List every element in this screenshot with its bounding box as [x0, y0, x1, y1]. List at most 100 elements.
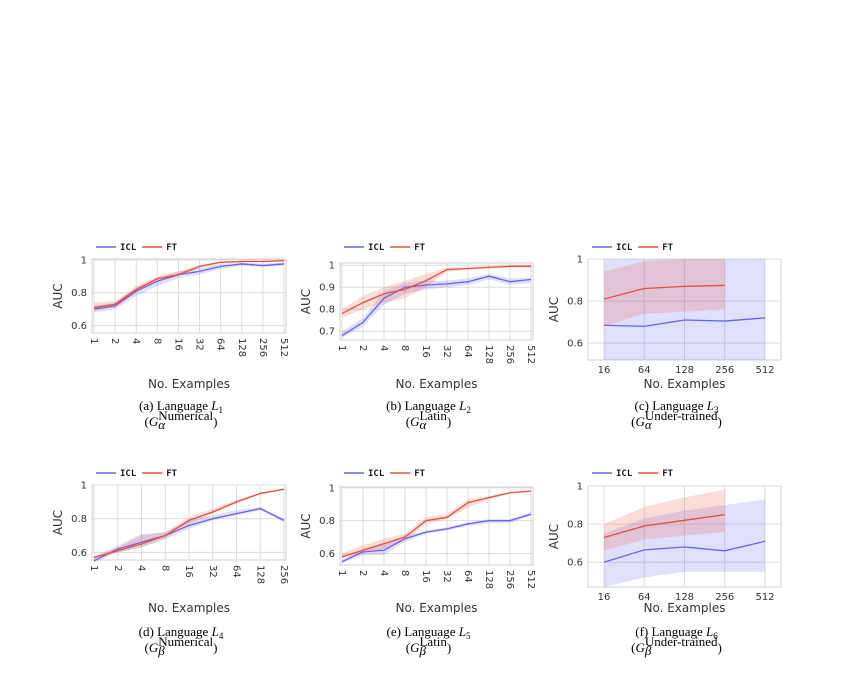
caption: (a) Language L1 [139, 398, 223, 415]
x-tick-label: 2 [109, 338, 120, 344]
x-tick-label: 2 [112, 565, 123, 571]
x-tick-label: 8 [399, 345, 410, 351]
plot-area [91, 258, 287, 334]
y-tick-label: 0.6 [319, 549, 335, 560]
series-line [603, 317, 766, 327]
caption-var: G [410, 640, 420, 655]
x-axis-label: No. Examples [395, 601, 477, 615]
series-line [93, 507, 285, 562]
x-tick-label: 128 [483, 345, 494, 364]
x-tick-label: 8 [151, 338, 162, 344]
caption-var: L [705, 624, 713, 639]
y-tick-label: 0.8 [567, 297, 583, 308]
caption-sup: Numerical [158, 408, 213, 423]
x-tick-label: 16 [183, 565, 194, 578]
x-tick-label: 4 [130, 338, 141, 344]
y-tick-label: 0.8 [71, 288, 87, 299]
y-tick-label: 0.8 [567, 520, 583, 531]
y-axis-label: AUC [299, 289, 313, 314]
x-tick-label: 64 [638, 592, 651, 603]
legend-label: FT [166, 469, 177, 479]
x-tick-label: 1 [336, 345, 347, 351]
x-tick-label: 32 [441, 570, 452, 583]
panel: 16 64 128 256 512 0.6 0.8 1 AUC No. Examples ICL FT… [547, 469, 782, 658]
legend-label: FT [166, 243, 177, 253]
series-line [341, 265, 531, 315]
x-axis-label: No. Examples [148, 377, 230, 391]
legend-label: ICL [120, 469, 137, 479]
caption-text: ) [213, 414, 217, 429]
x-tick-label: 2 [357, 345, 368, 351]
x-tick-label: 32 [441, 345, 452, 358]
y-axis-label: AUC [51, 283, 65, 308]
x-tick-label: 256 [715, 365, 734, 376]
caption-text: (a) Language [139, 398, 211, 413]
caption: (c) Language L3 [635, 398, 719, 415]
y-axis-label: AUC [547, 524, 561, 549]
y-tick-label: 0.9 [319, 283, 335, 294]
confidence-band [94, 506, 284, 563]
caption-sup: Under-trained [645, 634, 718, 649]
legend-label: ICL [616, 469, 633, 479]
x-tick-label: 16 [420, 345, 431, 358]
caption-sub: β [418, 643, 426, 658]
caption-sub: 4 [219, 631, 224, 641]
caption-var: L [458, 624, 466, 639]
y-tick-label: 0.6 [567, 558, 583, 569]
x-tick-label: 64 [215, 338, 226, 351]
series-line [341, 490, 532, 558]
caption-sub: 2 [466, 405, 471, 415]
caption-text: ) [718, 414, 722, 429]
caption-var: G [635, 640, 645, 655]
caption-sub: α [158, 417, 166, 432]
series-line [603, 284, 725, 300]
x-tick-label: 4 [378, 570, 389, 576]
x-tick-label: 256 [504, 345, 515, 364]
x-tick-label: 64 [231, 565, 242, 578]
confidence-band [604, 489, 725, 551]
x-tick-label: 1 [336, 570, 347, 576]
caption-text: ( [145, 640, 149, 655]
y-tick-label: 0.8 [319, 305, 335, 316]
y-tick-label: 1 [577, 482, 583, 493]
y-tick-label: 0.7 [319, 327, 335, 338]
y-axis-label: AUC [547, 297, 561, 322]
caption-var: L [706, 398, 714, 413]
caption-text: ) [447, 414, 451, 429]
y-tick-label: 0.8 [71, 514, 87, 525]
x-tick-label: 256 [278, 565, 289, 584]
plot-area [339, 486, 534, 566]
x-tick-label: 128 [236, 338, 247, 357]
x-axis-label: No. Examples [395, 377, 477, 391]
caption: (f) Language L6 [635, 624, 718, 641]
series-line [93, 263, 285, 310]
caption-text: (f) Language [635, 624, 706, 639]
confidence-band [342, 274, 531, 338]
confidence-band [342, 512, 531, 564]
panel: 1 2 4 8 16 32 64 128 256 512 0.6 0.8 1 AUC No. Example… [51, 243, 289, 432]
caption-var: L [210, 398, 218, 413]
confidence-band [604, 259, 725, 327]
x-tick-label: 16 [420, 570, 431, 583]
caption-sup: Under-trained [645, 408, 718, 423]
caption-sup: Latin [419, 634, 447, 649]
caption-sub: β [644, 643, 652, 658]
x-tick-label: 128 [483, 570, 494, 589]
caption-text: (e) Language [387, 624, 459, 639]
x-tick-label: 128 [254, 565, 265, 584]
x-tick-label: 512 [755, 592, 774, 603]
x-tick-label: 512 [755, 365, 774, 376]
caption: (e) Language L5 [387, 624, 471, 641]
x-tick-label: 4 [136, 565, 147, 571]
caption: (d) Language L4 [139, 624, 224, 641]
confidence-band [94, 488, 284, 560]
y-axis-label: AUC [299, 513, 313, 538]
x-tick-label: 64 [462, 345, 473, 358]
caption-text: ) [447, 640, 451, 655]
